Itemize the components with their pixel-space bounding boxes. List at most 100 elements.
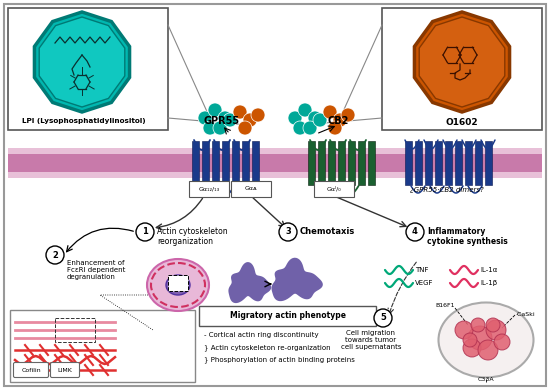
- Text: 5: 5: [380, 314, 386, 323]
- Circle shape: [46, 246, 64, 264]
- FancyBboxPatch shape: [14, 362, 48, 378]
- Polygon shape: [228, 262, 271, 303]
- Bar: [465, 141, 472, 185]
- Bar: [308, 141, 315, 185]
- Bar: [222, 141, 229, 185]
- Bar: [212, 141, 219, 185]
- Text: O1602: O1602: [446, 118, 478, 127]
- Bar: [55, 318, 95, 342]
- Text: 2: 2: [52, 250, 58, 259]
- Text: Actin cytoskeleton
reorganization: Actin cytoskeleton reorganization: [157, 227, 228, 246]
- FancyBboxPatch shape: [189, 181, 229, 197]
- Text: Cofilin: Cofilin: [21, 367, 41, 372]
- Bar: [425, 141, 432, 185]
- Bar: [252, 141, 259, 185]
- Text: Inflammatory
cytokine synthesis: Inflammatory cytokine synthesis: [427, 227, 508, 246]
- Bar: [192, 141, 199, 185]
- Bar: [232, 141, 239, 185]
- Text: IL-1α: IL-1α: [480, 267, 497, 273]
- Text: C33A: C33A: [478, 377, 494, 382]
- Circle shape: [203, 121, 217, 135]
- Ellipse shape: [166, 275, 190, 295]
- Text: Cell migration
towards tumor
cell supernatants: Cell migration towards tumor cell supern…: [341, 330, 402, 350]
- Circle shape: [251, 108, 265, 122]
- Text: - Cortical actin ring discontinuity: - Cortical actin ring discontinuity: [204, 332, 318, 338]
- FancyBboxPatch shape: [314, 181, 354, 197]
- Text: TNF: TNF: [415, 267, 428, 273]
- Text: } Phosphorylation of actin binding proteins: } Phosphorylation of actin binding prote…: [204, 356, 355, 363]
- Text: } Actin cytoskeleton re-organization: } Actin cytoskeleton re-organization: [204, 344, 331, 351]
- Circle shape: [486, 320, 506, 340]
- Bar: [455, 141, 462, 185]
- Bar: [338, 141, 345, 185]
- Polygon shape: [415, 12, 509, 112]
- Text: Gαᴀ: Gαᴀ: [245, 186, 257, 191]
- Circle shape: [478, 340, 498, 360]
- Bar: [485, 141, 492, 185]
- Polygon shape: [272, 258, 323, 301]
- Bar: [405, 141, 412, 185]
- Bar: [242, 141, 249, 185]
- Circle shape: [455, 321, 473, 339]
- Bar: [445, 141, 452, 185]
- Circle shape: [198, 111, 212, 125]
- Text: Migratory actin phenotype: Migratory actin phenotype: [229, 312, 345, 321]
- Circle shape: [279, 223, 297, 241]
- Circle shape: [218, 111, 232, 125]
- Circle shape: [303, 121, 317, 135]
- Circle shape: [468, 326, 492, 350]
- Text: GPR55: GPR55: [204, 116, 240, 126]
- Polygon shape: [35, 12, 130, 112]
- Circle shape: [238, 121, 252, 135]
- Ellipse shape: [147, 259, 209, 311]
- Text: Enhancement of
FcεRI dependent
degranulation: Enhancement of FcεRI dependent degranula…: [67, 260, 125, 280]
- Bar: [8, 154, 542, 172]
- Polygon shape: [419, 17, 505, 107]
- FancyBboxPatch shape: [51, 362, 80, 378]
- Text: ·CaSki: ·CaSki: [515, 312, 535, 317]
- Circle shape: [333, 113, 347, 127]
- Bar: [382, 8, 542, 130]
- Text: B16F1: B16F1: [436, 303, 455, 308]
- Circle shape: [233, 105, 247, 119]
- Bar: [10, 310, 195, 382]
- Text: VEGF: VEGF: [415, 280, 433, 286]
- Bar: [8, 148, 542, 154]
- Bar: [435, 141, 442, 185]
- Circle shape: [463, 333, 477, 347]
- Bar: [358, 141, 365, 185]
- Circle shape: [341, 108, 355, 122]
- Bar: [168, 275, 188, 291]
- Text: Chemotaxis: Chemotaxis: [300, 227, 355, 236]
- Bar: [202, 141, 209, 185]
- FancyBboxPatch shape: [4, 4, 546, 386]
- Circle shape: [243, 113, 257, 127]
- Text: CB2: CB2: [327, 116, 349, 126]
- Circle shape: [328, 121, 342, 135]
- Text: Gα₁₂/₁₃: Gα₁₂/₁₃: [199, 186, 219, 191]
- Circle shape: [223, 113, 237, 127]
- Circle shape: [213, 121, 227, 135]
- Bar: [8, 172, 542, 178]
- Circle shape: [136, 223, 154, 241]
- Text: ¿GPR55·CB2 dimers?: ¿GPR55·CB2 dimers?: [410, 187, 484, 193]
- FancyBboxPatch shape: [231, 181, 271, 197]
- Circle shape: [293, 121, 307, 135]
- Circle shape: [471, 318, 485, 332]
- Circle shape: [486, 318, 500, 332]
- Circle shape: [463, 339, 481, 357]
- Circle shape: [323, 105, 337, 119]
- Bar: [318, 141, 325, 185]
- Circle shape: [308, 111, 322, 125]
- Text: 3: 3: [285, 227, 291, 236]
- Ellipse shape: [438, 303, 534, 378]
- Bar: [475, 141, 482, 185]
- Polygon shape: [39, 17, 125, 107]
- Circle shape: [374, 309, 392, 327]
- Circle shape: [208, 103, 222, 117]
- Bar: [348, 141, 355, 185]
- Text: LIMK: LIMK: [58, 367, 73, 372]
- Bar: [368, 141, 375, 185]
- Text: 4: 4: [412, 227, 418, 236]
- Text: 1: 1: [142, 227, 148, 236]
